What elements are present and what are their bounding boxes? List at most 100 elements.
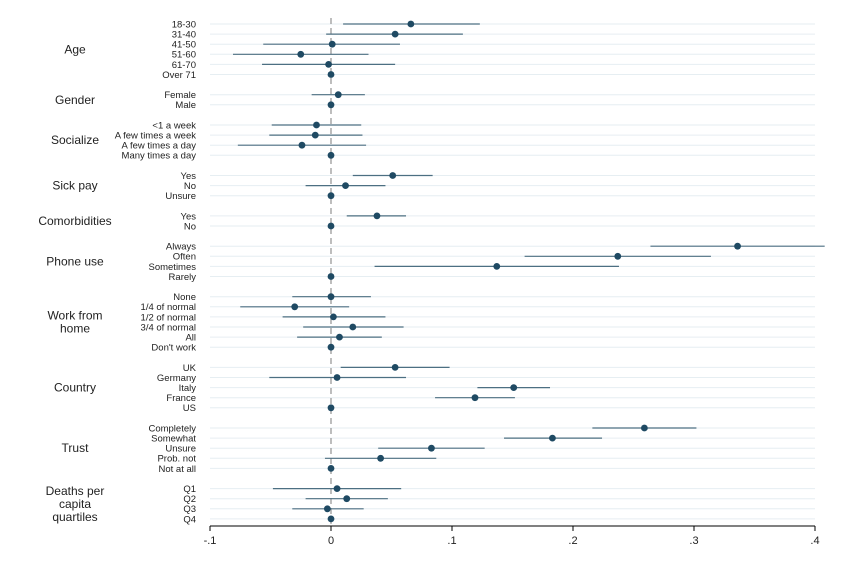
coefficient-point [323, 505, 331, 513]
group-label: Socialize [51, 133, 99, 147]
x-tick-label: .2 [568, 535, 577, 547]
coefficient-point [389, 172, 397, 179]
row-label: UK [183, 363, 197, 374]
row-label: None [173, 292, 196, 303]
coefficient-point [327, 71, 335, 78]
x-axis: -.1 0 .1 .2 .3 .4 [204, 525, 820, 547]
coefficient-point [493, 263, 501, 270]
coefficient-point [510, 384, 518, 391]
group-label: Country [54, 381, 96, 395]
row-label: 1/4 of normal [141, 302, 196, 313]
x-tick-label: 0 [328, 535, 334, 547]
row-label: Rarely [169, 272, 197, 283]
row-label: Germany [157, 373, 196, 384]
row-label: No [184, 181, 196, 192]
coefficient-point [334, 91, 342, 99]
coefficient-points [291, 20, 741, 523]
coefficient-point [297, 50, 305, 58]
group-labels: Age Gender Socialize Sick pay Comorbidities P… [38, 42, 111, 524]
coefficient-point [327, 515, 335, 523]
row-label: Always [166, 242, 196, 253]
coefficient-point [325, 61, 332, 68]
row-label: Q2 [183, 494, 196, 505]
coefficient-point [333, 374, 341, 381]
row-label: 18-30 [172, 19, 196, 30]
coefficient-point [471, 394, 479, 402]
coefficient-point [291, 303, 299, 311]
row-label: Somewhat [151, 434, 196, 445]
row-label: Prob. not [157, 454, 196, 465]
group-label: quartiles [52, 510, 97, 524]
row-label: Not at all [159, 464, 197, 475]
group-label: Phone use [46, 254, 104, 268]
coefficient-point [407, 20, 415, 28]
row-label: 1/2 of normal [141, 312, 196, 323]
row-label: US [183, 403, 196, 414]
coefficient-point [336, 333, 343, 341]
row-label: Completely [148, 423, 196, 434]
coefficient-point [342, 182, 349, 190]
row-label: Many times a day [122, 151, 197, 162]
row-label: France [166, 393, 196, 404]
coefficient-point [391, 364, 399, 371]
row-label: Yes [181, 171, 197, 182]
coefficient-point [640, 424, 648, 432]
row-label: 51-60 [172, 50, 196, 61]
group-label: Trust [62, 441, 90, 455]
gridlines [210, 23, 815, 520]
row-label: Don't work [151, 343, 196, 354]
row-label: A few times a week [115, 131, 197, 142]
coefficient-point [428, 444, 435, 452]
row-label: 41-50 [172, 40, 196, 51]
row-label: 61-70 [172, 60, 196, 71]
row-label: Italy [179, 383, 197, 394]
coefficient-point [327, 222, 335, 230]
row-label: Female [164, 90, 196, 101]
coefficient-point [311, 131, 319, 139]
coefficient-point [333, 485, 341, 492]
group-label: home [60, 321, 90, 335]
row-label: Unsure [165, 444, 196, 455]
coefficient-point [391, 30, 399, 38]
x-tick-label: -.1 [204, 535, 217, 547]
row-label: Yes [181, 211, 197, 222]
group-label: Work from [47, 308, 102, 322]
coefficient-point [327, 151, 335, 159]
row-label: 3/4 of normal [141, 322, 196, 333]
row-label: A few times a day [122, 141, 197, 152]
coefficient-point [330, 313, 337, 321]
coefficient-point [327, 192, 335, 200]
row-label: All [185, 333, 196, 344]
coefficient-point [327, 293, 335, 301]
row-label: Over 71 [162, 70, 196, 81]
coefficient-point [377, 454, 385, 462]
row-label: 31-40 [172, 30, 196, 41]
group-label: Gender [55, 93, 95, 107]
coefficient-point [328, 40, 336, 48]
coefficient-point [327, 465, 335, 472]
row-label: Male [175, 100, 196, 111]
coefficient-point [327, 273, 335, 280]
group-label: Sick pay [52, 179, 97, 193]
coefficient-point [349, 323, 357, 331]
group-label: capita [59, 497, 91, 511]
row-label: <1 a week [152, 120, 196, 131]
coefficient-point [343, 495, 351, 503]
coefficient-point [313, 121, 320, 129]
x-tick-label: .3 [689, 535, 698, 547]
row-label: Q4 [183, 514, 196, 525]
coefficient-point [327, 343, 335, 351]
x-tick-label: .1 [447, 535, 456, 547]
coefficient-point [549, 434, 556, 442]
coefficient-point [327, 404, 335, 412]
coefficient-point [734, 242, 741, 250]
row-label: Sometimes [148, 262, 196, 273]
x-tick-label: .4 [810, 535, 819, 547]
row-label: Q1 [183, 484, 196, 495]
row-label: Q3 [183, 504, 196, 515]
coefficient-point [298, 141, 306, 149]
row-label: No [184, 221, 196, 232]
coefficient-point [373, 212, 381, 220]
